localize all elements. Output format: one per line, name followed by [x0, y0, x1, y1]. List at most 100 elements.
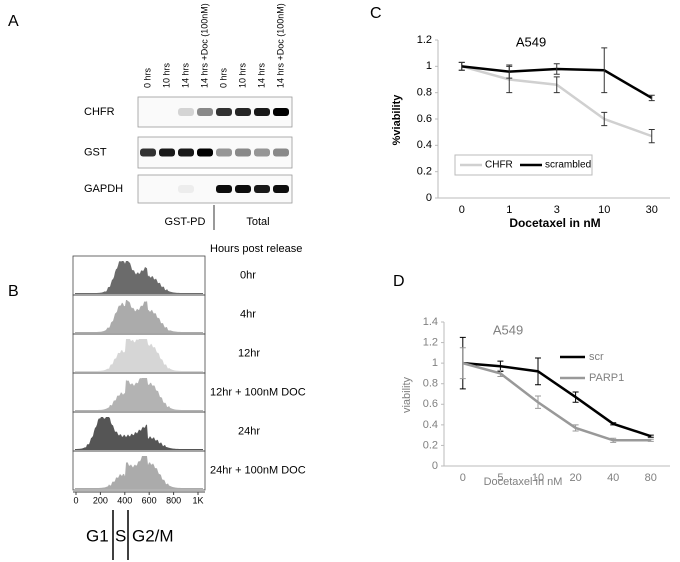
error-bar [601, 111, 608, 127]
x-tick-label: 30 [646, 204, 658, 216]
row-label: GAPDH [84, 183, 123, 195]
error-bar [459, 347, 466, 380]
row-label: 4hr [240, 308, 256, 320]
lane-label: 10 hrs [161, 62, 171, 88]
chart-title: A549 [493, 322, 523, 337]
row-label: CHFR [84, 106, 115, 118]
group-label: Total [246, 216, 269, 228]
blot-band [273, 148, 289, 157]
x-tick-label: 0 [459, 204, 465, 216]
blot-band [235, 148, 251, 157]
histogram-frame [72, 450, 206, 491]
error-bar [647, 434, 654, 438]
histogram [75, 261, 203, 294]
error-bar [458, 61, 465, 71]
error-bar [572, 424, 579, 432]
blot-band [254, 185, 270, 193]
lane-label: 14 hrs +Doc (100nM) [275, 3, 285, 88]
x-tick-label: 0 [460, 472, 466, 484]
histogram [75, 300, 203, 333]
y-tick-label: 0 [432, 460, 438, 472]
x-tick-label: 5 [497, 472, 503, 484]
lane-label: 0 hrs [142, 67, 152, 88]
x-tick-label: 10 [532, 472, 544, 484]
y-tick-label: 1.4 [423, 316, 438, 328]
error-bar [610, 422, 617, 426]
row-label: 12hr + 100nM DOC [210, 386, 306, 398]
blot-band [178, 185, 194, 193]
blot-band [197, 148, 213, 157]
x-tick-label: 1 [506, 204, 512, 216]
y-tick-label: 1 [432, 357, 438, 369]
x-tick-label: 3 [554, 204, 560, 216]
legend-label: PARP1 [589, 372, 624, 384]
y-tick-label: 0.8 [423, 378, 438, 390]
phase-label: G2/M [132, 526, 174, 545]
legend-label: scr [589, 351, 604, 363]
y-tick-label: 0.2 [417, 166, 432, 178]
phase-label: G1 [86, 526, 109, 545]
lane-label: 0 hrs [218, 67, 228, 88]
histogram [75, 378, 203, 411]
x-tick-label: 400 [117, 495, 132, 505]
error-bar [553, 76, 560, 94]
blot-band [273, 185, 289, 193]
y-tick-label: 0.4 [417, 139, 432, 151]
y-tick-label: 0.2 [423, 439, 438, 451]
blot-band [159, 148, 175, 157]
blot-band [216, 108, 232, 116]
y-tick-label: 0.4 [423, 419, 438, 431]
row-label: 0hr [240, 269, 256, 281]
x-tick-label: 1K [192, 495, 203, 505]
panel-letter: C [370, 5, 382, 22]
y-axis-label: viability [401, 376, 413, 413]
legend-label: scrambled [545, 160, 591, 171]
error-bar [610, 437, 617, 443]
error-bar [506, 64, 513, 79]
row-label: 24hr + 100nM DOC [210, 464, 306, 476]
blot-band [254, 148, 270, 157]
blot-band [273, 108, 289, 116]
lane-label: 14 hrs [256, 62, 266, 88]
x-axis-label: Docetaxel in nM [484, 476, 563, 488]
chart-title: A549 [516, 34, 546, 49]
error-bar [535, 357, 541, 386]
histogram [75, 417, 203, 450]
lane-label: 10 hrs [237, 62, 247, 88]
x-axis-label: Docetaxel in nM [509, 216, 600, 230]
row-label: GST [84, 146, 107, 158]
error-bar [648, 129, 655, 144]
x-tick-label: 800 [166, 495, 181, 505]
error-bar [553, 63, 560, 75]
y-tick-label: 0.6 [417, 113, 432, 125]
lane-label: 14 hrs +Doc (100nM) [199, 3, 209, 88]
y-tick-label: 0.6 [423, 398, 438, 410]
blot-band [235, 108, 251, 116]
histogram [75, 456, 203, 489]
series-line [462, 361, 651, 442]
x-tick-label: 10 [598, 204, 610, 216]
error-bar [647, 438, 654, 442]
histogram [75, 339, 203, 372]
error-bar [572, 391, 579, 403]
y-tick-label: 1 [426, 60, 432, 72]
blot-band [197, 108, 213, 116]
x-tick-label: 40 [607, 472, 619, 484]
blot-band [178, 108, 194, 116]
legend-label: CHFR [485, 160, 513, 171]
panel-letter: B [8, 283, 19, 300]
x-tick-label: 200 [93, 495, 108, 505]
error-bar [497, 369, 504, 378]
blot-band [235, 185, 251, 193]
y-tick-label: 1.2 [417, 34, 432, 46]
y-tick-label: 1.2 [423, 336, 438, 348]
series-line [462, 361, 652, 438]
y-tick-label: 0 [426, 192, 432, 204]
panel-letter: D [393, 273, 405, 290]
phase-label: S [115, 526, 126, 545]
error-bar [601, 47, 608, 94]
y-tick-label: 0.8 [417, 87, 432, 99]
blot-band [178, 148, 194, 157]
row-label: 24hr [238, 425, 260, 437]
